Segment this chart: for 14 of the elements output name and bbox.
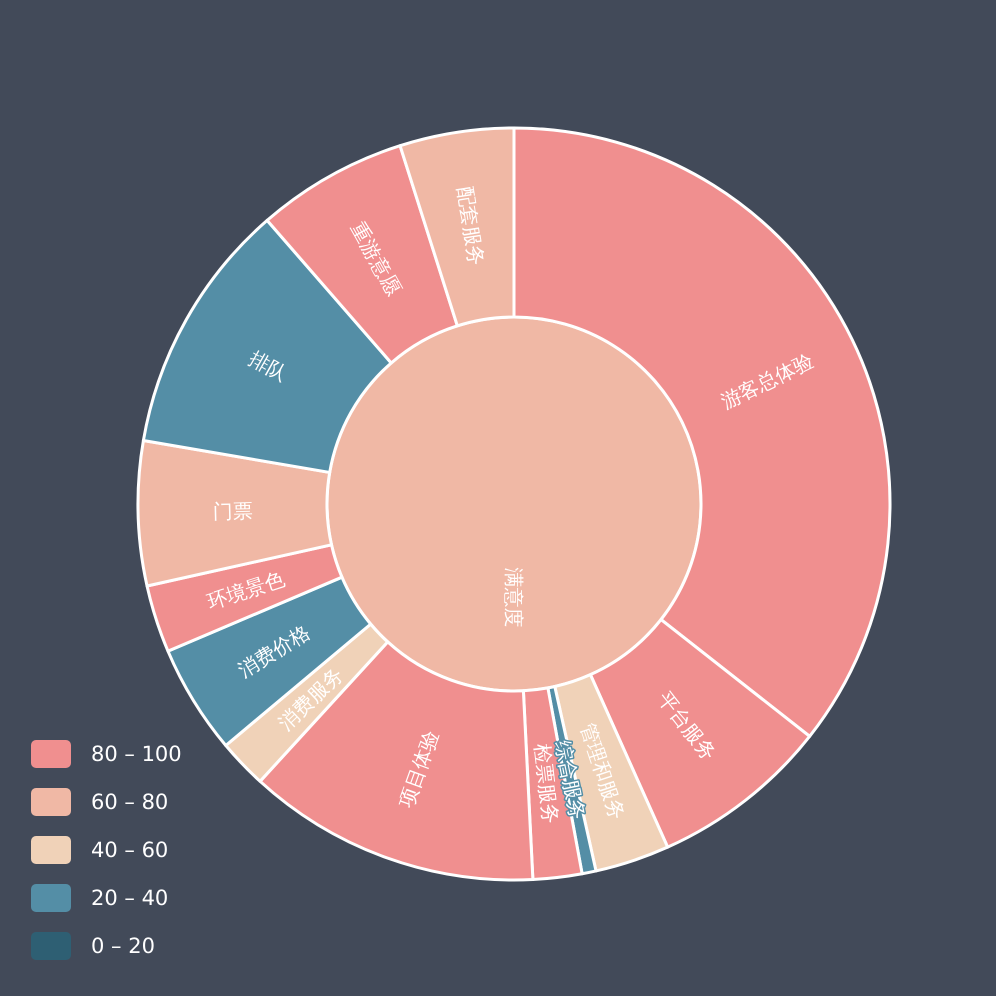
slice-label: 项目体验 bbox=[394, 727, 444, 811]
category-label: 0 – 20 bbox=[91, 934, 155, 958]
category-label: 20 – 40 bbox=[91, 886, 168, 910]
slice-label: 游客总体验 bbox=[716, 348, 818, 414]
slice-label: 满意度 bbox=[502, 568, 526, 628]
slice-label: 重游意愿 bbox=[346, 218, 406, 300]
slice-label: 门票 bbox=[212, 498, 253, 524]
slice-label: 平台服务 bbox=[653, 686, 722, 765]
slice-label: 配套服务 bbox=[452, 184, 489, 268]
category-label: 40 – 60 bbox=[91, 838, 168, 862]
slice-label: 环境景色 bbox=[204, 566, 288, 614]
category-label: 80 – 100 bbox=[91, 742, 182, 766]
category-label: 60 – 80 bbox=[91, 790, 168, 814]
slice-label: 排队 bbox=[245, 346, 292, 386]
